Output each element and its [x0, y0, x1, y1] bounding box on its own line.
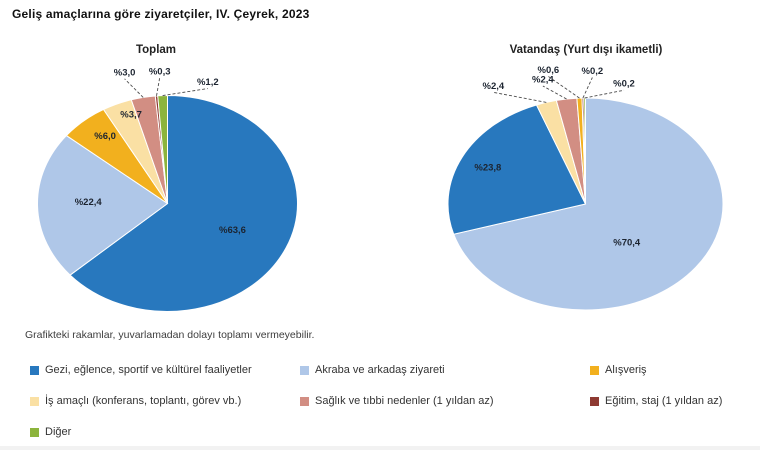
- pie-slice-label: %22,4: [75, 197, 103, 208]
- pie-title-citizens-abroad: Vatandaş (Yurt dışı ikametli): [509, 44, 663, 56]
- legend-label: Sağlık ve tıbbi nedenler (1 yıldan az): [315, 395, 494, 407]
- legend-item: Akraba ve arkadaş ziyareti: [300, 364, 590, 377]
- pie-slice: [37, 134, 169, 276]
- label-leader-line: [162, 88, 208, 97]
- legend-item: Gezi, eğlence, sportif ve kültürel faali…: [30, 364, 300, 377]
- screenshot-edge: [0, 446, 760, 450]
- pie-title-total: Toplam: [135, 44, 177, 56]
- pie-slice-label: %23,8: [474, 162, 501, 173]
- pie-slice-label: %2,4: [483, 81, 505, 92]
- legend-label: Eğitim, staj (1 yıldan az): [605, 395, 723, 407]
- legend-label: İş amaçlı (konferans, toplantı, görev vb…: [45, 395, 242, 407]
- pie-chart-total: %63,6 %22,4 %6,0 %3,7 %3,0 %0,3 %1,2: [37, 66, 298, 312]
- pie-chart-citizens-abroad: %70,4%23,8%2,4%2,4%0,6 %0,2%0,2: [447, 65, 724, 311]
- pie-slice: [453, 97, 724, 311]
- legend-item: Eğitim, staj (1 yıldan az): [590, 395, 745, 408]
- label-leader-line: [548, 76, 580, 99]
- pie-slice-label: %3,7: [120, 109, 142, 120]
- pie-slice: [69, 94, 298, 312]
- legend-label: Akraba ve arkadaş ziyareti: [315, 364, 445, 376]
- pie-slice-label: %2,4: [532, 74, 554, 85]
- legend-item: İş amaçlı (konferans, toplantı, görev vb…: [30, 395, 300, 408]
- legend-item: Alışveriş: [590, 364, 745, 377]
- pie-slice-label: %63,6: [219, 225, 246, 236]
- legend: Gezi, eğlence, sportif ve kültürel faali…: [30, 364, 745, 450]
- legend-swatch: [300, 366, 309, 375]
- pie-slice-label: %1,2: [197, 77, 219, 88]
- label-leader-line: [124, 78, 144, 98]
- page-title: Geliş amaçlarına göre ziyaretçiler, IV. …: [12, 7, 310, 21]
- pie-slice-label: %0,6: [538, 65, 560, 76]
- label-leader-line: [584, 89, 625, 99]
- legend-label: Diğer: [45, 426, 72, 438]
- legend-swatch: [30, 366, 39, 375]
- legend-swatch: [590, 366, 599, 375]
- legend-label: Gezi, eğlence, sportif ve kültürel faali…: [45, 364, 252, 376]
- legend-swatch: [300, 397, 309, 406]
- pie-slice-label: %0,3: [149, 66, 171, 77]
- pie-slice-label: %0,2: [613, 79, 635, 90]
- legend-label: Alışveriş: [605, 364, 647, 376]
- footnote: Grafikteki rakamlar, yuvarlamadan dolayı…: [25, 329, 315, 341]
- label-leader-line: [542, 85, 567, 100]
- legend-swatch: [590, 397, 599, 406]
- legend-swatch: [30, 428, 39, 437]
- pie-slice-label: %3,0: [114, 67, 136, 78]
- legend-swatch: [30, 397, 39, 406]
- label-leader-line: [493, 91, 547, 103]
- pie-slice-label: %0,2: [582, 66, 604, 77]
- pie-slice: [447, 104, 587, 235]
- pie-slice-label: %70,4: [613, 238, 641, 249]
- legend-item: Sağlık ve tıbbi nedenler (1 yıldan az): [300, 395, 590, 408]
- legend-item: Diğer: [30, 426, 300, 439]
- label-leader-line: [582, 77, 593, 99]
- pie-slice-label: %6,0: [94, 131, 116, 142]
- label-leader-line: [156, 77, 161, 96]
